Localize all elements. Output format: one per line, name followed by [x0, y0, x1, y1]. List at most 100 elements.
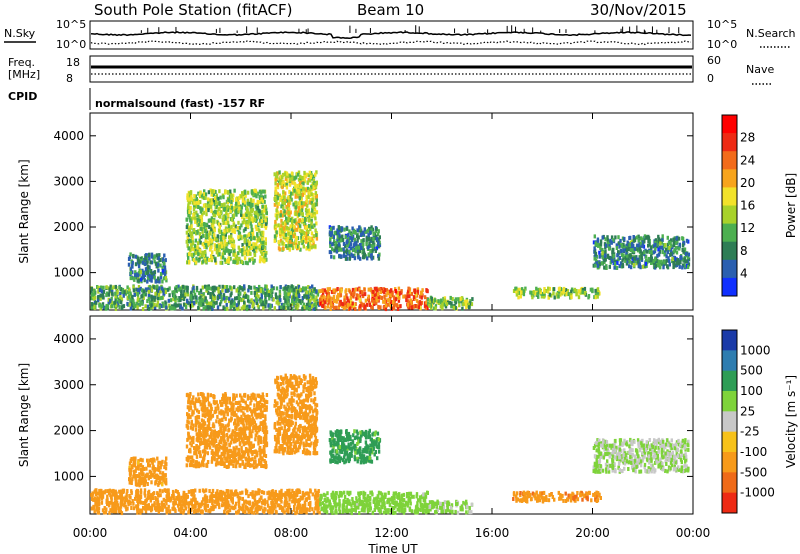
range-cell	[321, 304, 324, 308]
range-cell	[382, 305, 386, 310]
range-cell	[258, 189, 262, 194]
range-cell	[187, 213, 190, 218]
range-cell	[299, 247, 302, 252]
range-cell	[297, 489, 301, 493]
range-cell	[90, 305, 94, 310]
range-cell	[153, 259, 156, 264]
range-cell	[229, 495, 233, 500]
range-cell	[233, 244, 236, 249]
range-cell	[262, 230, 265, 235]
range-cell	[305, 290, 308, 295]
range-cell	[373, 293, 376, 298]
range-cell	[127, 262, 131, 267]
range-cell	[196, 241, 200, 246]
range-cell	[552, 287, 556, 292]
range-cell	[278, 305, 281, 310]
range-cell	[261, 236, 264, 241]
range-cell	[255, 287, 259, 292]
range-cell	[150, 507, 154, 512]
range-cell	[226, 218, 229, 222]
range-cell	[264, 218, 267, 223]
range-cell	[187, 199, 190, 204]
range-cell	[133, 275, 137, 280]
range-cell	[548, 292, 552, 297]
range-cell	[241, 198, 245, 203]
range-cell	[375, 237, 379, 241]
range-cell	[273, 196, 276, 201]
range-cell	[596, 237, 600, 242]
range-cell	[272, 297, 275, 302]
range-cell	[538, 287, 542, 292]
range-cell	[248, 304, 251, 309]
range-cell	[209, 204, 213, 209]
range-cell	[191, 241, 195, 246]
range-cell	[214, 190, 217, 194]
range-cell	[368, 303, 372, 307]
range-cell	[221, 244, 224, 249]
range-cell	[293, 176, 296, 181]
range-cell	[106, 304, 110, 309]
range-cell	[149, 260, 152, 265]
range-cell	[260, 230, 264, 235]
range-cell	[187, 246, 190, 251]
range-cell	[211, 224, 215, 229]
range-cell	[248, 246, 252, 251]
range-cell	[258, 200, 261, 205]
range-cell	[249, 200, 252, 205]
range-cell	[266, 509, 270, 514]
range-cell	[276, 192, 279, 197]
range-cell	[136, 273, 140, 278]
range-cell	[312, 510, 316, 515]
range-cell	[188, 210, 191, 214]
range-cell	[240, 236, 243, 241]
range-cell	[289, 231, 292, 236]
range-cell	[252, 260, 255, 265]
range-cell	[629, 248, 632, 253]
range-cell	[462, 302, 465, 307]
range-cell	[310, 221, 313, 226]
range-cell	[178, 296, 181, 300]
range-cell	[314, 191, 318, 196]
range-cell	[377, 229, 380, 234]
range-cell	[357, 245, 360, 250]
range-cell	[287, 216, 290, 221]
range-cell	[315, 289, 318, 294]
range-cell	[263, 246, 266, 251]
range-cell	[228, 235, 231, 240]
panel-frame	[89, 112, 694, 311]
range-cell	[251, 256, 254, 261]
range-cell	[363, 252, 366, 257]
range-cell	[598, 254, 601, 259]
range-cell	[252, 198, 255, 203]
range-cell	[199, 295, 202, 300]
range-cell	[685, 238, 689, 243]
range-cell	[245, 224, 248, 229]
range-cell	[376, 288, 379, 293]
range-cell	[264, 253, 267, 258]
range-cell	[362, 238, 365, 243]
range-cell	[264, 241, 267, 246]
range-cell	[615, 266, 619, 270]
range-cell	[262, 306, 265, 311]
range-cell	[312, 174, 316, 179]
range-cell	[426, 297, 430, 302]
range-cell	[204, 229, 207, 233]
range-cell	[269, 506, 273, 511]
range-cell	[343, 295, 346, 300]
range-cell	[681, 236, 685, 241]
range-cell	[605, 266, 608, 270]
range-cell	[192, 285, 195, 290]
range-cell	[144, 267, 148, 272]
range-cell	[598, 250, 601, 255]
range-cell	[283, 226, 286, 231]
range-cell	[237, 286, 240, 291]
range-cell	[150, 278, 153, 283]
colorbar-tick-label: 28	[740, 131, 755, 145]
range-cell	[622, 248, 625, 253]
range-cell	[211, 498, 214, 503]
range-cell	[654, 257, 657, 262]
range-cell	[426, 491, 429, 495]
range-cell	[594, 293, 598, 298]
range-cell	[181, 293, 185, 298]
range-cell	[243, 256, 247, 261]
